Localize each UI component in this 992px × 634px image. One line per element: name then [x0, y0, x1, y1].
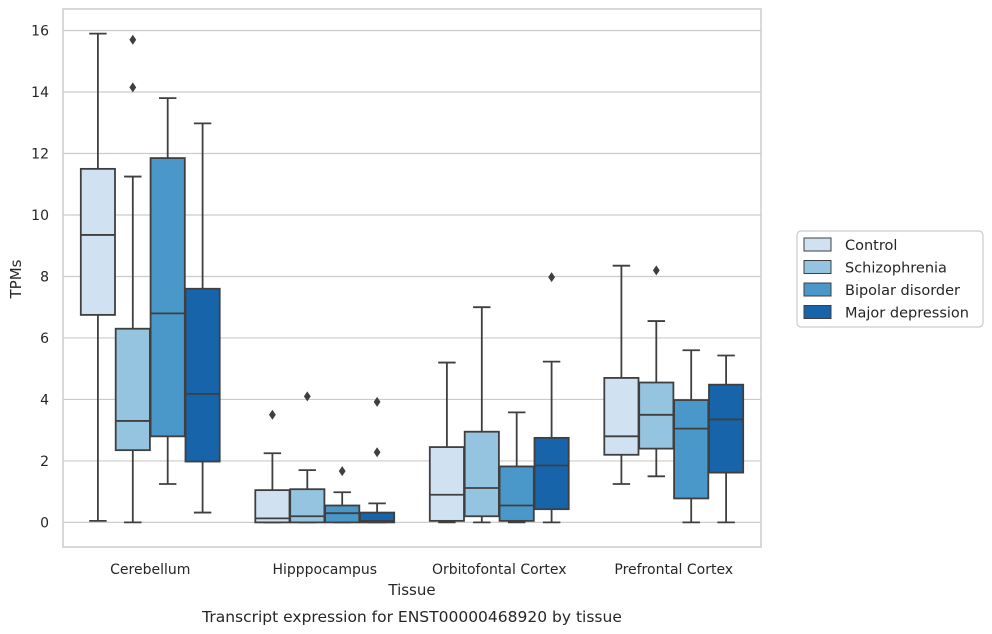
box-group	[359, 396, 396, 524]
outlier-point	[548, 272, 555, 283]
box-group	[254, 409, 291, 524]
legend-label: Schizophrenia	[845, 261, 947, 277]
plot-frame	[62, 8, 762, 548]
box-group	[79, 32, 116, 522]
y-tick-label: 14	[31, 85, 49, 101]
box	[428, 446, 465, 522]
box-plot-series	[79, 32, 745, 524]
box	[184, 287, 221, 463]
y-tick-label: 16	[31, 24, 49, 40]
box	[603, 377, 640, 456]
outlier-point	[269, 409, 276, 420]
legend-label: Bipolar disorder	[845, 283, 960, 299]
x-tick-label: Hipppocampus	[272, 562, 377, 578]
legend-label: Control	[845, 238, 897, 254]
y-tick-label: 2	[40, 454, 49, 470]
box	[114, 327, 151, 452]
outlier-point	[338, 466, 346, 477]
outlier-point	[303, 391, 311, 402]
y-tick-label: 4	[40, 392, 49, 408]
x-axis-title: Tissue	[387, 581, 435, 599]
box-group	[324, 466, 361, 524]
box	[254, 489, 291, 524]
outlier-point	[652, 265, 660, 276]
y-tick-label: 8	[40, 269, 49, 285]
x-tick-label: Prefrontal Cortex	[614, 562, 733, 578]
box	[359, 511, 396, 524]
box	[463, 430, 500, 518]
chart-caption: Transcript expression for ENST0000046892…	[201, 608, 622, 626]
outlier-point	[129, 82, 137, 93]
box-group	[184, 122, 221, 514]
box	[708, 383, 745, 474]
outlier-point	[129, 34, 137, 45]
box	[289, 488, 326, 524]
box-group	[673, 349, 710, 524]
box	[79, 167, 116, 316]
x-tick-label: Orbitofontal Cortex	[432, 562, 567, 578]
box	[498, 465, 535, 522]
y-tick-label: 12	[31, 146, 49, 162]
box	[533, 436, 570, 511]
box-group	[463, 306, 500, 524]
y-tick-label: 0	[40, 515, 49, 531]
legend-swatch	[803, 237, 832, 252]
legend-swatch	[803, 260, 832, 274]
y-axis-title: TPMs	[7, 259, 25, 299]
box-group	[149, 97, 186, 485]
legend-swatch	[803, 282, 832, 297]
box-group	[114, 34, 151, 524]
box	[149, 157, 186, 438]
x-axis-ticks: Cerebellum Hipppocampus Orbitofontal Corte…	[110, 562, 733, 578]
legend-frame	[796, 230, 984, 328]
box-group	[533, 272, 570, 524]
outlier-point	[373, 447, 381, 458]
box-group	[603, 264, 640, 485]
box-group	[428, 361, 465, 524]
outlier-point	[373, 396, 381, 407]
box-group	[289, 391, 326, 524]
x-tick-label: Cerebellum	[110, 562, 190, 578]
box-group	[638, 265, 675, 478]
y-tick-label: 10	[31, 208, 49, 224]
legend-label: Major depression	[845, 306, 969, 322]
box-group	[498, 411, 535, 524]
y-tick-label: 6	[40, 331, 49, 347]
box-group	[708, 354, 745, 524]
y-axis-ticks: 0 2 4 6 8 10 12 14 16	[31, 24, 49, 532]
legend-swatch	[803, 305, 832, 319]
legend: Control Schizophrenia Bipolar disorder Majo…	[796, 230, 984, 328]
box	[673, 399, 710, 500]
